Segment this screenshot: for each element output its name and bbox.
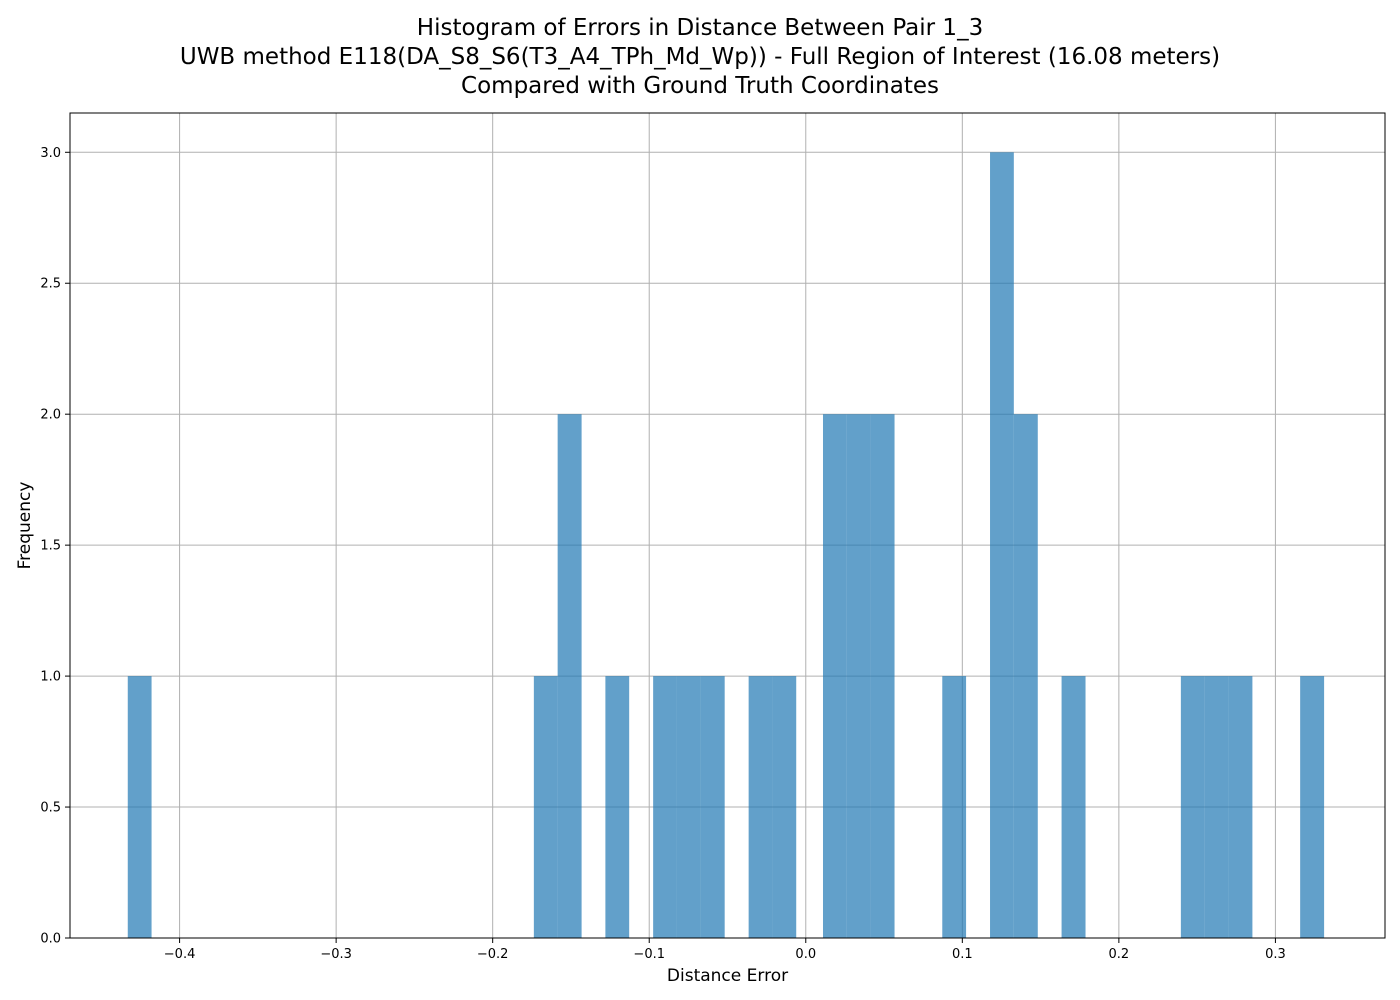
histogram-bar (870, 414, 895, 938)
chart-title-line-3: Compared with Ground Truth Coordinates (461, 73, 939, 99)
y-tick-label: 2.5 (40, 277, 61, 292)
bars-layer (127, 152, 1325, 939)
y-tick-label: 1.0 (40, 670, 61, 685)
x-tick-label: −0.1 (633, 947, 665, 962)
y-tick-label: 0.5 (40, 801, 61, 816)
plot-frame (69, 112, 1386, 939)
histogram-bar (846, 414, 871, 938)
histogram-bar (822, 414, 847, 938)
x-axis-label: Distance Error (667, 966, 788, 986)
y-axis-label: Frequency (15, 482, 35, 570)
histogram-bar (557, 414, 582, 938)
histogram-bar (127, 676, 152, 938)
histogram-bar (1228, 676, 1253, 938)
histogram-bar (1300, 676, 1325, 938)
histogram-bar (700, 676, 725, 938)
histogram-bar (605, 676, 630, 938)
x-tick-label: 0.3 (1265, 947, 1286, 962)
histogram-bar (942, 676, 967, 938)
histogram-bar (748, 676, 773, 938)
ticks-layer: −0.4 −0.3 −0.2 −0.1 0.0 0.1 0.2 0.3 0.0 0.5 1.0 1.5… (40, 146, 1285, 962)
x-tick-label: −0.4 (164, 947, 196, 962)
y-tick-label: 3.0 (40, 146, 61, 161)
y-tick-label: 2.0 (40, 408, 61, 423)
histogram-bar (1180, 676, 1205, 938)
chart-title: Histogram of Errors in Distance Between … (0, 14, 1400, 101)
chart-title-line-2: UWB method E118(DA_S8_S6(T3_A4_TPh_Md_Wp… (179, 44, 1221, 70)
histogram-bar (1013, 414, 1038, 938)
histogram-bar (1204, 676, 1229, 938)
x-tick-label: 0.0 (795, 947, 816, 962)
y-tick-label: 0.0 (40, 932, 61, 947)
x-tick-label: −0.3 (320, 947, 352, 962)
x-tick-label: 0.2 (1109, 947, 1130, 962)
y-tick-label: 1.5 (40, 539, 61, 554)
histogram-bar (653, 676, 677, 938)
histogram-bar (533, 676, 558, 938)
histogram-bar (1061, 676, 1086, 938)
histogram-bar (772, 676, 797, 938)
x-tick-label: −0.2 (477, 947, 509, 962)
histogram-bar (990, 152, 1014, 939)
x-tick-label: 0.1 (952, 947, 973, 962)
histogram-bar (676, 676, 701, 938)
chart-title-line-1: Histogram of Errors in Distance Between … (416, 15, 984, 41)
